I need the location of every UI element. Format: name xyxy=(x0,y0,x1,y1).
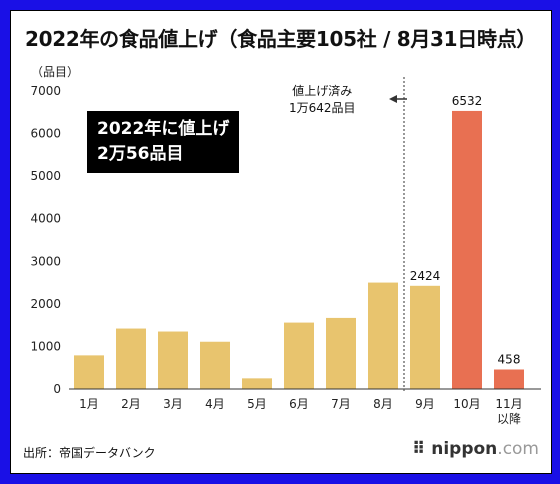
y-tick-label: 5000 xyxy=(30,169,61,183)
y-tick-label: 7000 xyxy=(30,84,61,98)
x-tick-label: 10月 xyxy=(453,397,480,411)
y-tick-label: 3000 xyxy=(30,254,61,268)
bar-10月 xyxy=(452,110,482,389)
data-label: 2424 xyxy=(410,269,441,283)
nippon-logo: ⠿ nippon.com xyxy=(412,439,539,459)
y-tick-label: 4000 xyxy=(30,212,61,226)
y-tick-label: 1000 xyxy=(30,339,61,353)
logo-suffix: com xyxy=(502,439,539,459)
bar-1月 xyxy=(74,355,104,389)
bar-6月 xyxy=(284,322,314,389)
x-tick-label: 2月 xyxy=(121,397,141,411)
x-tick-label: 1月 xyxy=(79,397,99,411)
bar-chart: 0 1000 2000 3000 4000 5000 6000 7000 2424 6532 458… xyxy=(30,77,541,426)
y-tick-label: 6000 xyxy=(30,127,61,141)
x-tick-label: 11月 xyxy=(495,397,522,411)
y-tick-label: 2000 xyxy=(30,297,61,311)
summary-line-1: 2022年に値上げ xyxy=(97,119,230,139)
annotation: 値上げ済み 1万642品目 xyxy=(289,83,356,117)
chart-frame: 2022年の食品値上げ（食品主要105社 / 8月31日時点） （品目） 0 10… xyxy=(10,10,552,474)
x-tick-label: 以降 xyxy=(497,412,521,426)
bar-4月 xyxy=(200,341,230,389)
logo-dot: . xyxy=(497,439,503,459)
bar-5月 xyxy=(242,378,272,389)
bar-7月 xyxy=(326,317,356,389)
logo-name: nippon xyxy=(431,439,498,459)
annotation-line-1: 値上げ済み xyxy=(292,84,353,98)
x-tick-label: 8月 xyxy=(373,397,393,411)
bar-8月 xyxy=(368,282,398,389)
x-tick-label: 7月 xyxy=(331,397,351,411)
x-tick-label: 4月 xyxy=(205,397,225,411)
bar-3月 xyxy=(158,331,188,389)
data-label: 458 xyxy=(498,353,521,367)
x-tick-label: 6月 xyxy=(289,397,309,411)
y-axis-unit: （品目） xyxy=(31,65,80,79)
annotation-line-2: 1万642品目 xyxy=(289,101,356,115)
data-label: 6532 xyxy=(452,94,483,108)
y-tick-label: 0 xyxy=(53,382,61,396)
summary-box: 2022年に値上げ 2万56品目 xyxy=(87,111,239,173)
source-note: 出所：帝国データバンク xyxy=(23,446,156,460)
logo-mark-icon: ⠿ xyxy=(412,439,432,459)
bar-9月 xyxy=(410,285,440,389)
chart-title: 2022年の食品値上げ（食品主要105社 / 8月31日時点） xyxy=(25,27,537,51)
x-tick-label: 9月 xyxy=(415,397,435,411)
summary-line-2: 2万56品目 xyxy=(97,144,184,164)
bar-2月 xyxy=(116,328,146,389)
x-tick-label: 3月 xyxy=(163,397,183,411)
bar-11月以降 xyxy=(494,369,524,389)
x-tick-label: 5月 xyxy=(247,397,267,411)
arrow-left-icon xyxy=(389,95,397,103)
